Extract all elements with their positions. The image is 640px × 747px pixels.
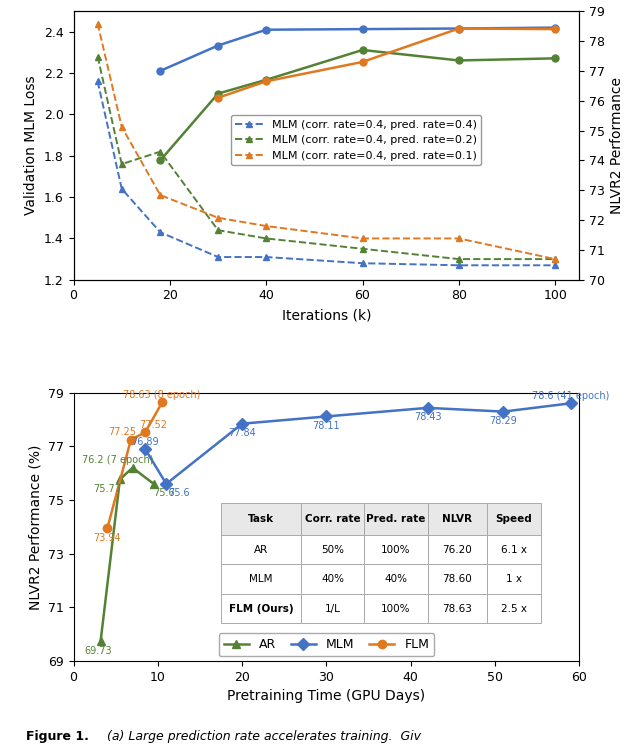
Text: 76.20: 76.20: [442, 545, 472, 554]
Bar: [221, 565, 301, 594]
Text: NLVR: NLVR: [442, 514, 472, 524]
Text: 78.29: 78.29: [490, 416, 517, 426]
Text: 78.63 (8 epoch): 78.63 (8 epoch): [124, 390, 201, 400]
Bar: [221, 503, 301, 535]
Text: 78.63: 78.63: [442, 604, 472, 614]
Legend: AR, MLM, FLM: AR, MLM, FLM: [219, 633, 434, 656]
Text: 73.94: 73.94: [93, 533, 121, 543]
Text: Corr. rate: Corr. rate: [305, 514, 360, 524]
Legend: MLM (corr. rate=0.4, pred. rate=0.4), MLM (corr. rate=0.4, pred. rate=0.2), MLM : MLM (corr. rate=0.4, pred. rate=0.4), ML…: [231, 115, 481, 165]
Text: 77.84: 77.84: [228, 428, 256, 438]
Y-axis label: NLVR2 Performance: NLVR2 Performance: [611, 77, 625, 214]
Text: MLM: MLM: [250, 574, 273, 584]
Text: 1/L: 1/L: [324, 604, 340, 614]
Bar: [301, 565, 364, 594]
Text: 2.5 x: 2.5 x: [501, 604, 527, 614]
Text: 78.11: 78.11: [312, 421, 340, 431]
Bar: [221, 535, 301, 565]
Text: 100%: 100%: [381, 545, 411, 554]
Bar: [364, 565, 428, 594]
Bar: [301, 594, 364, 624]
Y-axis label: NLVR2 Performance (%): NLVR2 Performance (%): [28, 444, 42, 610]
Bar: [486, 535, 541, 565]
Text: 78.43: 78.43: [413, 412, 442, 422]
Text: Figure 1.: Figure 1.: [26, 731, 88, 743]
Text: 50%: 50%: [321, 545, 344, 554]
Text: 6.1 x: 6.1 x: [501, 545, 527, 554]
Text: (a) Large prediction rate accelerates training.  Giv: (a) Large prediction rate accelerates tr…: [99, 731, 421, 743]
Text: 75.6: 75.6: [153, 489, 175, 498]
Text: 1 x: 1 x: [506, 574, 522, 584]
Text: AR: AR: [254, 545, 268, 554]
Bar: [221, 594, 301, 624]
Text: 40%: 40%: [321, 574, 344, 584]
Text: Pred. rate: Pred. rate: [366, 514, 426, 524]
Text: Speed: Speed: [495, 514, 532, 524]
Text: 77.25: 77.25: [108, 427, 136, 437]
Text: 77.52: 77.52: [140, 420, 168, 430]
Bar: [486, 565, 541, 594]
Bar: [428, 565, 486, 594]
Bar: [428, 594, 486, 624]
Text: 75.6: 75.6: [168, 489, 189, 498]
Bar: [364, 535, 428, 565]
X-axis label: Iterations (k): Iterations (k): [282, 308, 371, 322]
Text: 78.6 (41 epoch): 78.6 (41 epoch): [532, 391, 609, 401]
Bar: [486, 594, 541, 624]
Y-axis label: Validation MLM Loss: Validation MLM Loss: [24, 75, 38, 215]
Bar: [364, 503, 428, 535]
Bar: [301, 535, 364, 565]
Text: 75.77: 75.77: [93, 484, 122, 494]
Bar: [364, 594, 428, 624]
Bar: [428, 535, 486, 565]
Text: Task: Task: [248, 514, 274, 524]
Text: 100%: 100%: [381, 604, 411, 614]
Bar: [301, 503, 364, 535]
Bar: [486, 503, 541, 535]
Text: FLM (Ours): FLM (Ours): [228, 604, 293, 614]
Bar: [428, 503, 486, 535]
Text: 69.73: 69.73: [84, 646, 112, 656]
Text: 76.2 (7 epoch): 76.2 (7 epoch): [82, 455, 153, 465]
X-axis label: Pretraining Time (GPU Days): Pretraining Time (GPU Days): [227, 689, 426, 704]
Text: 76.89: 76.89: [131, 437, 159, 447]
Text: 40%: 40%: [385, 574, 408, 584]
Text: 78.60: 78.60: [442, 574, 472, 584]
